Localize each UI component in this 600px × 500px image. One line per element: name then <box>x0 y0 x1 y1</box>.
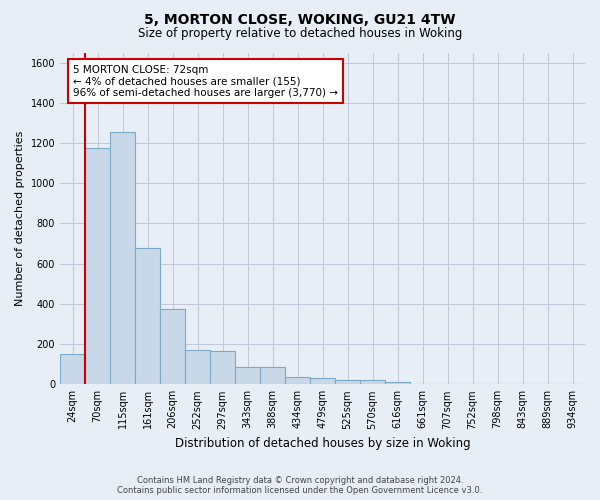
Bar <box>335 380 360 384</box>
X-axis label: Distribution of detached houses by size in Woking: Distribution of detached houses by size … <box>175 437 470 450</box>
Bar <box>135 248 160 384</box>
Bar <box>210 351 235 384</box>
Bar <box>85 148 110 384</box>
Text: 5 MORTON CLOSE: 72sqm
← 4% of detached houses are smaller (155)
96% of semi-deta: 5 MORTON CLOSE: 72sqm ← 4% of detached h… <box>73 64 338 98</box>
Bar <box>235 367 260 384</box>
Text: Size of property relative to detached houses in Woking: Size of property relative to detached ho… <box>138 28 462 40</box>
Bar <box>285 378 310 384</box>
Bar <box>260 367 285 384</box>
Bar <box>310 378 335 384</box>
Text: Contains HM Land Registry data © Crown copyright and database right 2024.
Contai: Contains HM Land Registry data © Crown c… <box>118 476 482 495</box>
Bar <box>110 132 135 384</box>
Bar <box>60 354 85 384</box>
Bar <box>160 309 185 384</box>
Y-axis label: Number of detached properties: Number of detached properties <box>15 130 25 306</box>
Bar <box>385 382 410 384</box>
Text: 5, MORTON CLOSE, WOKING, GU21 4TW: 5, MORTON CLOSE, WOKING, GU21 4TW <box>144 12 456 26</box>
Bar <box>185 350 210 384</box>
Bar <box>360 380 385 384</box>
